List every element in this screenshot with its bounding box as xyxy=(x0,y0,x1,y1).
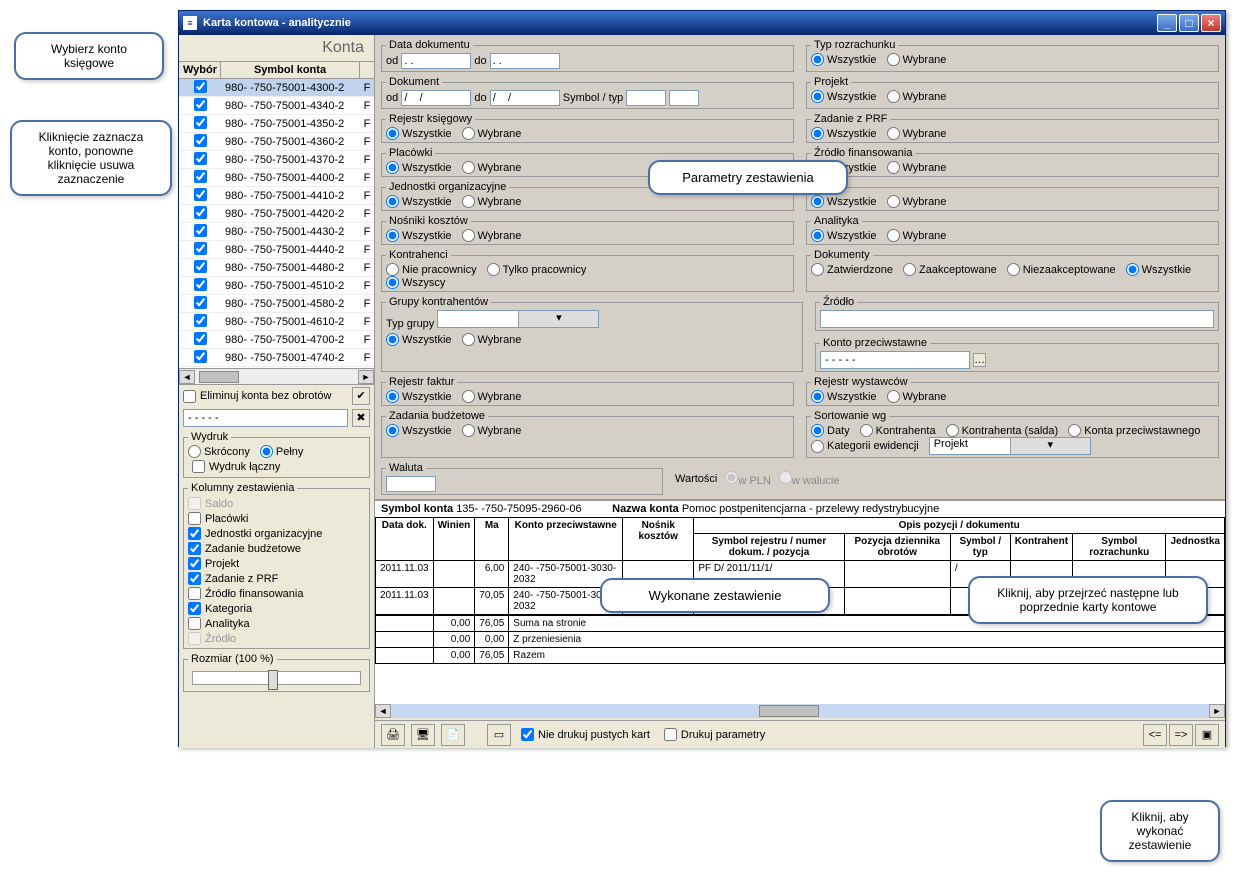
sort-combo[interactable]: Projekt▾ xyxy=(929,437,1091,455)
account-row[interactable]: 980- -750-75001-4510-2F xyxy=(179,277,374,295)
kolumny-group: Kolumny zestawienia SaldoPlacówkiJednost… xyxy=(183,482,370,649)
datadok-legend: Data dokumentu xyxy=(386,39,473,51)
zrodlo-input[interactable] xyxy=(820,310,1214,328)
run-report-button[interactable]: ▣ xyxy=(1195,724,1219,746)
callout-4: Wykonane zestawienie xyxy=(600,578,830,613)
typ-grupy-combo[interactable]: ▾ xyxy=(437,310,599,328)
column-check[interactable]: Źródło finansowania xyxy=(188,586,365,601)
account-row[interactable]: 980- -750-75001-4350-2F xyxy=(179,115,374,133)
grid-body[interactable]: 980- -750-75001-4300-2F980- -750-75001-4… xyxy=(179,79,374,369)
account-row[interactable]: 980- -750-75001-4480-2F xyxy=(179,259,374,277)
dok-to[interactable] xyxy=(490,90,560,106)
date-from[interactable] xyxy=(401,53,471,69)
account-row[interactable]: 980- -750-75001-4440-2F xyxy=(179,241,374,259)
scroll-thumb[interactable] xyxy=(199,371,239,383)
account-row[interactable]: 980- -750-75001-4420-2F xyxy=(179,205,374,223)
button-bar: 🖨 🖥 📄 ▭ Nie drukuj pustych kart Drukuj p… xyxy=(375,720,1225,748)
minimize-button[interactable]: _ xyxy=(1157,14,1177,32)
callout-5: Kliknij, aby przejrzeć następne lub popr… xyxy=(968,576,1208,624)
app-icon: ≡ xyxy=(183,16,197,30)
account-row[interactable]: 980- -750-75001-4610-2F xyxy=(179,313,374,331)
elim-label: Eliminuj konta bez obrotów xyxy=(200,390,331,402)
col-symbol[interactable]: Symbol konta xyxy=(221,62,360,78)
scroll-right-button[interactable]: ► xyxy=(358,370,374,384)
screen-button[interactable]: ▭ xyxy=(487,724,511,746)
column-check: Saldo xyxy=(188,496,365,511)
account-row[interactable]: 980- -750-75001-4340-2F xyxy=(179,97,374,115)
no-empty-check[interactable]: Nie drukuj pustych kart xyxy=(517,726,654,743)
skrocony-radio[interactable]: Skrócony xyxy=(188,445,250,458)
params-area: Data dokumentu od do Typ rozrachunku Wsz… xyxy=(375,35,1225,499)
wydruk-legend: Wydruk xyxy=(188,431,231,443)
result-hscroll[interactable]: ◄► xyxy=(375,704,1225,720)
account-row[interactable]: 980- -750-75001-4300-2F xyxy=(179,79,374,97)
h-scrollbar[interactable]: ◄ ► xyxy=(179,369,374,385)
apply-elim-button[interactable]: ✔ xyxy=(352,387,370,405)
account-row[interactable]: 980- -750-75001-4580-2F xyxy=(179,295,374,313)
column-check[interactable]: Kategoria xyxy=(188,601,365,616)
account-row[interactable]: 980- -750-75001-4430-2F xyxy=(179,223,374,241)
dok-from[interactable] xyxy=(401,90,471,106)
export-button[interactable]: 📄 xyxy=(441,724,465,746)
konto-prz-browse[interactable]: … xyxy=(973,353,986,367)
column-check[interactable]: Zadanie z PRF xyxy=(188,571,365,586)
accounts-heading: Konta xyxy=(179,35,374,61)
account-row[interactable]: 980- -750-75001-4360-2F xyxy=(179,133,374,151)
rozmiar-group: Rozmiar (100 %) xyxy=(183,653,370,692)
maximize-button[interactable]: □ xyxy=(1179,14,1199,32)
callout-6: Kliknij, aby wykonać zestawienie xyxy=(1100,800,1220,862)
callout-1: Wybierz konto księgowe xyxy=(14,32,164,80)
column-check[interactable]: Projekt xyxy=(188,556,365,571)
column-check[interactable]: Jednostki organizacyjne xyxy=(188,526,365,541)
callout-3: Parametry zestawienia xyxy=(648,160,848,195)
account-row[interactable]: 980- -750-75001-4740-2F xyxy=(179,349,374,367)
dok-typ[interactable] xyxy=(669,90,699,106)
close-button[interactable]: × xyxy=(1201,14,1221,32)
title-bar[interactable]: ≡ Karta kontowa - analitycznie _ □ × xyxy=(179,11,1225,35)
next-card-button[interactable]: => xyxy=(1169,724,1193,746)
typroz-legend: Typ rozrachunku xyxy=(811,39,898,51)
filter-input[interactable] xyxy=(183,409,348,427)
callout-2: Kliknięcie zaznacza konto, ponowne klikn… xyxy=(10,120,172,196)
date-to[interactable] xyxy=(490,53,560,69)
print-button[interactable]: 🖨 xyxy=(381,724,405,746)
window: ≡ Karta kontowa - analitycznie _ □ × Kon… xyxy=(178,10,1226,747)
elim-checkbox[interactable] xyxy=(183,390,196,403)
pelny-radio[interactable]: Pełny xyxy=(260,445,304,458)
size-slider[interactable] xyxy=(192,671,361,685)
wydruk-group: Wydruk Skrócony Pełny Wydruk łączny xyxy=(183,431,370,478)
right-panel: Data dokumentu od do Typ rozrachunku Wsz… xyxy=(375,35,1225,748)
dok-symbol[interactable] xyxy=(626,90,666,106)
print-params-check[interactable]: Drukuj parametry xyxy=(660,726,769,743)
preview-button[interactable]: 🖥 xyxy=(411,724,435,746)
konto-prz-input[interactable] xyxy=(820,351,970,369)
column-check[interactable]: Zadanie budżetowe xyxy=(188,541,365,556)
wydruk-laczny-check[interactable]: Wydruk łączny xyxy=(188,458,365,475)
account-row[interactable]: 980- -750-75001-4400-2F xyxy=(179,169,374,187)
column-check[interactable]: Analityka xyxy=(188,616,365,631)
column-check[interactable]: Placówki xyxy=(188,511,365,526)
grid-header: Wybór Symbol konta xyxy=(179,61,374,79)
clear-filter-button[interactable]: ✖ xyxy=(352,409,370,427)
kolumny-legend: Kolumny zestawienia xyxy=(188,482,297,494)
waluta-input[interactable] xyxy=(386,476,436,492)
rozmiar-legend: Rozmiar (100 %) xyxy=(188,653,277,665)
scroll-left-button[interactable]: ◄ xyxy=(179,370,195,384)
account-row[interactable]: 980- -750-75001-4410-2F xyxy=(179,187,374,205)
column-check: Źródło xyxy=(188,631,365,646)
account-row[interactable]: 980- -750-75001-4370-2F xyxy=(179,151,374,169)
window-title: Karta kontowa - analitycznie xyxy=(203,17,351,29)
col-wybor[interactable]: Wybór xyxy=(179,62,221,78)
accounts-panel: Konta Wybór Symbol konta 980- -750-75001… xyxy=(179,35,375,748)
account-row[interactable]: 980- -750-75001-4700-2F xyxy=(179,331,374,349)
prev-card-button[interactable]: <= xyxy=(1143,724,1167,746)
